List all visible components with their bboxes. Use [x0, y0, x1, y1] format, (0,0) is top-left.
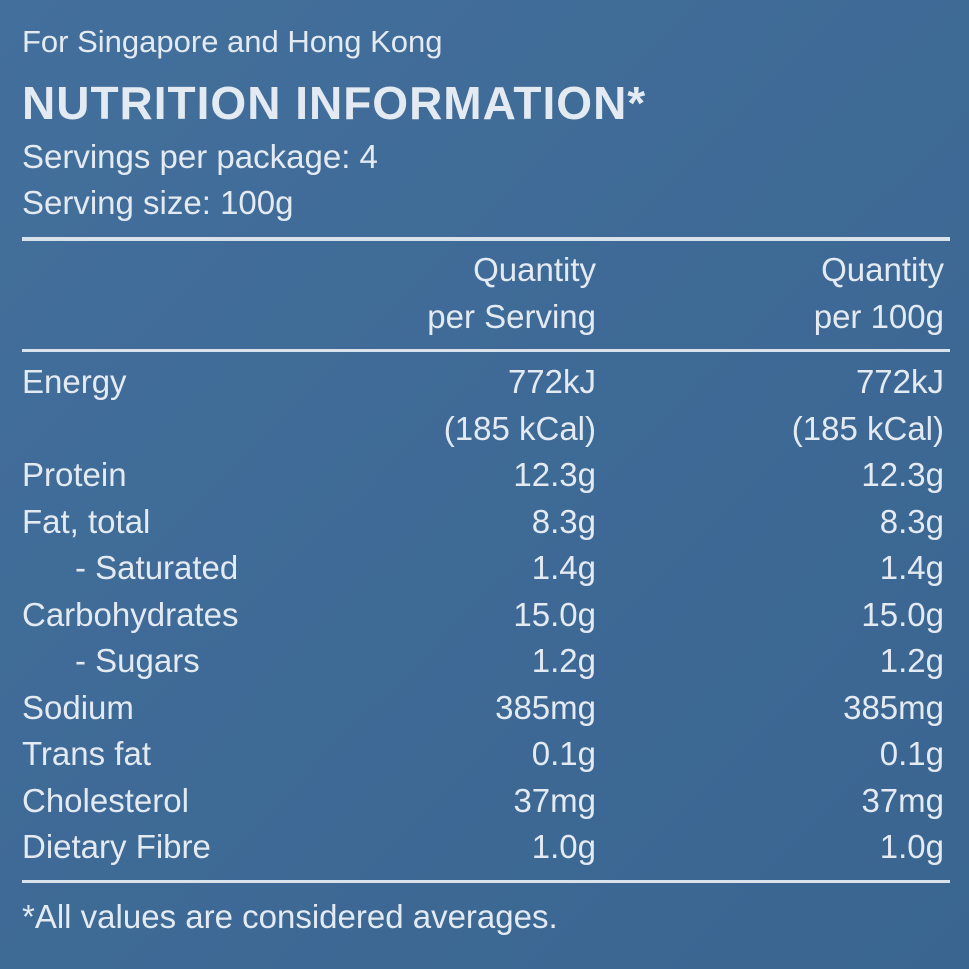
cell-value: (185 kCal) — [791, 409, 944, 447]
cell-value: 1.0g — [879, 828, 944, 865]
column-header: per Serving — [427, 298, 596, 335]
cell-value: 1.2g — [879, 642, 944, 679]
cell-value: 0.1g — [879, 735, 944, 772]
row-label: Dietary Fibre — [22, 828, 211, 865]
cell-value: 15.0g — [513, 595, 596, 633]
cell-value: 37mg — [861, 781, 944, 819]
row-label: - Saturated — [75, 549, 239, 586]
title: NUTRITION INFORMATION* — [22, 77, 647, 129]
cell-value: 8.3g — [531, 502, 596, 540]
cell-value: 772kJ — [855, 363, 944, 400]
region: For Singapore and Hong Kong — [22, 24, 443, 59]
cell-value: 0.1g — [531, 735, 596, 772]
column-header: Quantity — [821, 251, 944, 288]
cell-value: 772kJ — [507, 363, 596, 400]
cell-value: 1.0g — [531, 828, 596, 865]
row-label: Carbohydrates — [22, 595, 239, 633]
cell-value: (185 kCal) — [443, 409, 596, 447]
row-label: Protein — [22, 456, 127, 493]
cell-value: 385mg — [495, 688, 596, 726]
row-label: Energy — [22, 363, 127, 400]
row-label: Cholesterol — [22, 781, 189, 819]
cell-value: 1.4g — [531, 549, 596, 586]
cell-value: 15.0g — [861, 595, 944, 633]
column-header: per 100g — [813, 298, 944, 335]
cell-value: 385mg — [843, 688, 944, 726]
row-label: - Sugars — [75, 642, 200, 679]
row-label: Trans fat — [22, 735, 151, 772]
row-label: Sodium — [22, 688, 134, 726]
cell-value: 37mg — [513, 781, 596, 819]
cell-value: 12.3g — [861, 456, 944, 493]
cell-value: 1.2g — [531, 642, 596, 679]
servings: Servings per package: 4 — [22, 138, 378, 175]
column-header: Quantity — [473, 251, 596, 288]
rule — [22, 237, 950, 241]
cell-value: 1.4g — [879, 549, 944, 586]
serving-size: Serving size: 100g — [22, 184, 294, 221]
row-label: Fat, total — [22, 502, 151, 540]
cell-value: 12.3g — [513, 456, 596, 493]
footnote: *All values are considered averages. — [22, 898, 558, 935]
rule — [22, 349, 950, 352]
rule — [22, 880, 950, 883]
cell-value: 8.3g — [879, 502, 944, 540]
